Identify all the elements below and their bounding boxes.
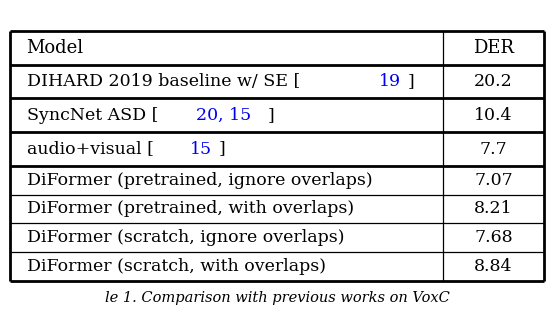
Text: 7.68: 7.68 <box>474 229 513 246</box>
Text: 8.21: 8.21 <box>474 200 513 217</box>
Text: 7.7: 7.7 <box>480 140 507 157</box>
Text: ]: ] <box>268 107 274 124</box>
Text: DiFormer (pretrained, ignore overlaps): DiFormer (pretrained, ignore overlaps) <box>27 172 372 189</box>
Text: DER: DER <box>473 39 514 57</box>
Text: le 1. Comparison with previous works on VoxC: le 1. Comparison with previous works on … <box>105 290 449 305</box>
Text: 10.4: 10.4 <box>474 107 513 124</box>
Text: ]: ] <box>219 140 225 157</box>
Text: DIHARD 2019 baseline w/ SE [: DIHARD 2019 baseline w/ SE [ <box>27 73 300 90</box>
Text: DiFormer (scratch, with overlaps): DiFormer (scratch, with overlaps) <box>27 258 326 275</box>
Text: 8.84: 8.84 <box>474 258 513 275</box>
Text: DiFormer (scratch, ignore overlaps): DiFormer (scratch, ignore overlaps) <box>27 229 344 246</box>
Text: 15: 15 <box>191 140 212 157</box>
Text: 20.2: 20.2 <box>474 73 513 90</box>
Text: Model: Model <box>27 39 84 57</box>
Text: 19: 19 <box>379 73 401 90</box>
Text: DiFormer (pretrained, with overlaps): DiFormer (pretrained, with overlaps) <box>27 200 353 217</box>
Text: SyncNet ASD [: SyncNet ASD [ <box>27 107 158 124</box>
Text: audio+visual [: audio+visual [ <box>27 140 153 157</box>
Text: 20, 15: 20, 15 <box>196 107 252 124</box>
Text: 7.07: 7.07 <box>474 172 513 189</box>
Text: ]: ] <box>408 73 414 90</box>
